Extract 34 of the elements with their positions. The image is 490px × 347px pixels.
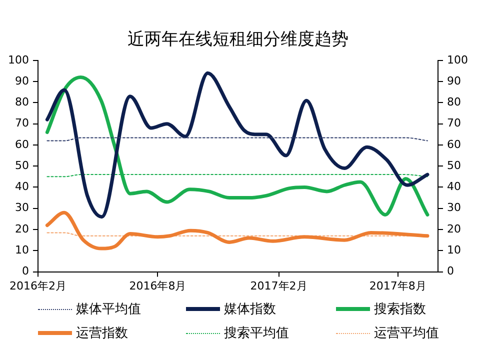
legend-label: 搜索指数 [374,301,426,318]
legend-label: 运营平均值 [374,325,439,342]
legend-label: 搜索平均值 [224,325,289,342]
y-tick-label: 10 [14,244,29,257]
y-tick-label: 90 [14,74,29,88]
x-tick-label: 2017年8月 [369,279,426,292]
y2-tick-label: 30 [447,201,462,214]
y-tick-label: 40 [14,180,29,194]
y-tick-label: 20 [14,222,29,236]
y2-tick-label: 90 [447,74,462,88]
x-tick-label: 2017年2月 [250,279,308,292]
y-tick-label: 50 [14,158,29,172]
legend-label: 运营指数 [76,325,128,342]
y2-tick-label: 100 [447,53,468,66]
y2-tick-label: 0 [447,264,454,278]
chart-title: 近两年在线短租细分维度趋势 [128,30,348,50]
y-tick-label: 60 [14,138,29,151]
x-tick-label: 2016年2月 [9,279,66,292]
y2-tick-label: 70 [447,116,462,130]
y-tick-label: 30 [14,201,29,214]
y-tick-label: 80 [14,96,29,109]
y2-tick-label: 50 [447,158,462,172]
y2-tick-label: 60 [447,138,462,151]
y2-tick-label: 10 [447,244,462,257]
legend-label: 媒体指数 [224,301,276,318]
y-tick-label: 100 [8,53,29,66]
x-tick-label: 2016年8月 [129,279,186,292]
y2-tick-label: 20 [447,222,462,236]
y-tick-label: 0 [22,264,29,278]
y2-tick-label: 40 [447,180,462,194]
line-series [45,210,430,250]
y-tick-label: 70 [14,116,29,130]
y2-tick-label: 80 [447,96,462,109]
legend-label: 媒体平均值 [76,301,141,318]
